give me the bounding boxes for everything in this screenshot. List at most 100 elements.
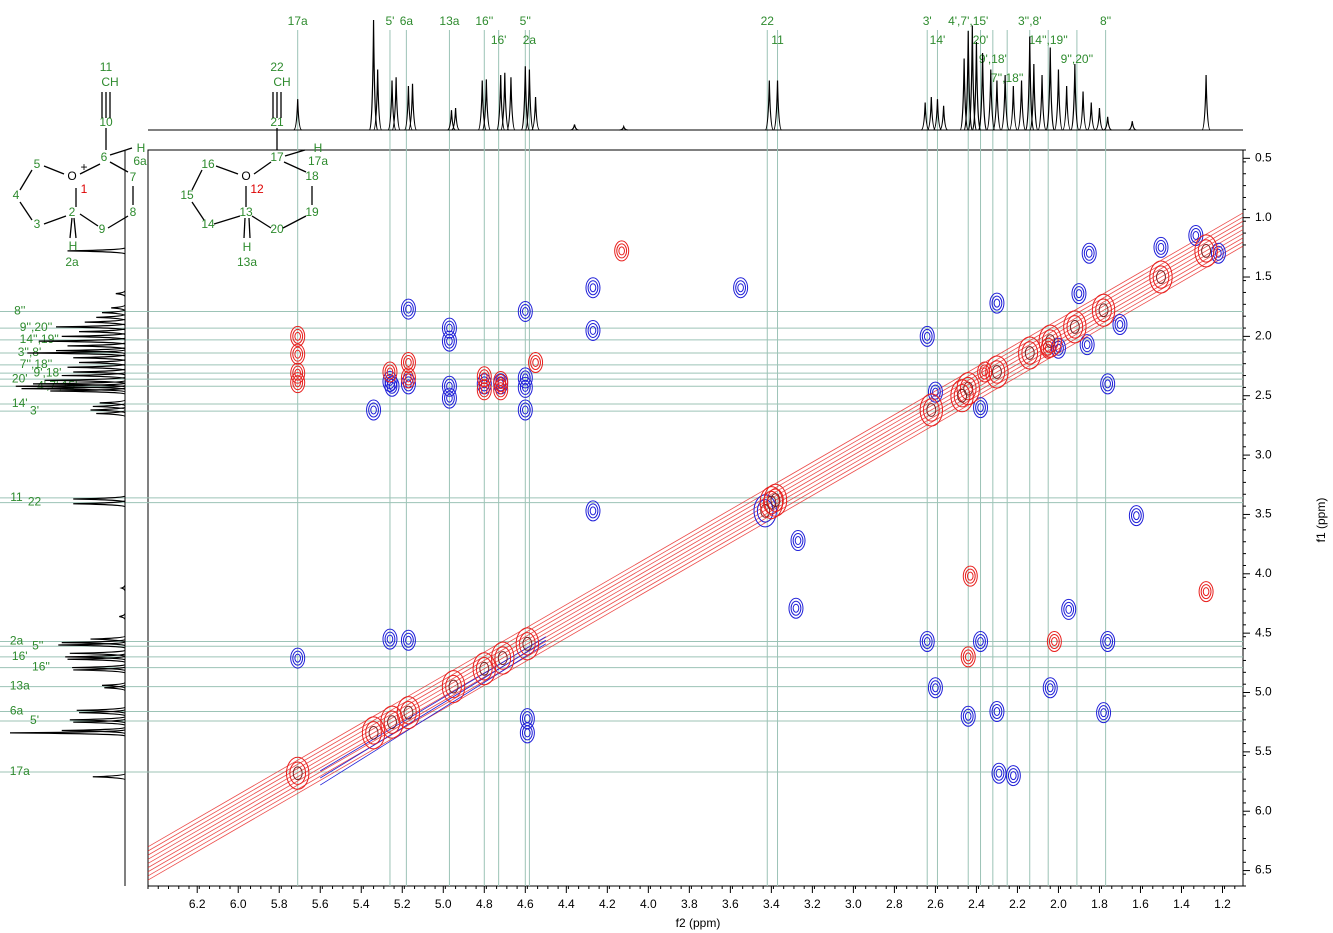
contour [1081,337,1093,353]
left-projection-peak [44,376,126,384]
contour [1021,341,1039,365]
contour [973,397,989,419]
contour [1201,244,1212,258]
contour [446,393,453,403]
bond [215,165,239,175]
top-projection-peak [451,107,460,131]
top-projection-peak [1029,63,1039,131]
contour [382,361,398,383]
cross-peak [1198,581,1214,603]
f2-assignment-label: 3'',8' [1018,14,1042,28]
top-projection-peak [1070,63,1080,131]
left-projection-peak [111,304,126,312]
x-tick-label: 2.6 [927,897,944,911]
contour [964,711,972,721]
y-tick-label: 3.5 [1255,507,1272,521]
atom-label: H [314,141,323,155]
contour [522,382,529,392]
f1-assignment-label: 3'',8' [18,345,42,359]
cross-peak [1018,336,1042,370]
contour [966,571,974,581]
x-tick-label: 4.4 [558,897,575,911]
contour [522,405,529,415]
contour [1018,336,1042,370]
bond [213,215,241,225]
contour [770,493,781,508]
cross-peak [927,677,943,699]
cross-peak [585,277,601,299]
cross-peak [1042,677,1058,699]
cross-peak [1149,260,1173,294]
cross-peak [973,397,989,419]
diagonal-contour [147,233,1244,868]
contour [991,703,1003,719]
cross-peak [382,628,398,650]
contour [1116,320,1124,330]
top-projection-peak [1000,74,1010,131]
contour [962,649,974,665]
contour [400,367,416,389]
contour [930,384,941,400]
y-tick-label: 2.5 [1255,388,1272,402]
left-projection-peak [104,684,126,692]
contour [446,336,453,346]
top-projection-peak [939,105,948,131]
contour [519,402,531,418]
left-projection-peak [21,385,126,393]
atom-label: H [243,240,252,254]
contour [517,399,533,421]
contour [960,705,976,727]
x-tick-label: 1.4 [1173,897,1190,911]
contour [977,636,984,646]
contour [370,405,377,415]
left-projection-peak [55,323,126,331]
bond [19,169,33,191]
contour [1194,234,1218,268]
cross-peak [989,292,1005,314]
contour [922,398,940,422]
contour [1044,680,1056,696]
contour [1048,633,1060,649]
contour [524,728,531,738]
atom-label: O [241,169,250,183]
contour [495,373,507,389]
bond [243,217,246,239]
left-projection-peak [15,382,126,390]
contour [494,646,512,670]
left-projection-peak [55,347,126,355]
contour [919,325,935,347]
contour [290,362,306,384]
contour [957,388,968,403]
cross-peak [1005,765,1021,787]
diagonal-contour [320,636,547,772]
contour [521,725,533,741]
contour [403,354,414,370]
contour [927,381,943,403]
contour [444,333,455,349]
cross-peak [991,762,1007,784]
left-projection-peak [96,313,126,321]
top-projection-peak [992,80,1002,131]
cross-peak [290,325,306,347]
contour [1079,334,1095,356]
top-projection-peak [1078,91,1088,131]
contour [616,243,628,259]
cross-peak [1128,505,1144,527]
atom-label: 6a [133,154,147,168]
left-projection-peak [38,337,126,345]
contour [480,385,488,395]
y-tick-label: 5.5 [1255,744,1272,758]
contour [950,379,974,413]
atom-label: 21 [270,115,284,129]
contour [400,351,416,373]
contour [1202,587,1210,597]
x-tick-label: 4.6 [517,897,534,911]
bond [251,215,272,229]
bond [79,163,101,175]
f1-assignment-label: 22 [28,495,42,509]
top-projection-peak [403,85,414,131]
contour [444,378,455,394]
f2-assignment-label: 2a [523,33,537,47]
atom-label: 15 [180,188,194,202]
diagonal-contour [147,225,1244,860]
